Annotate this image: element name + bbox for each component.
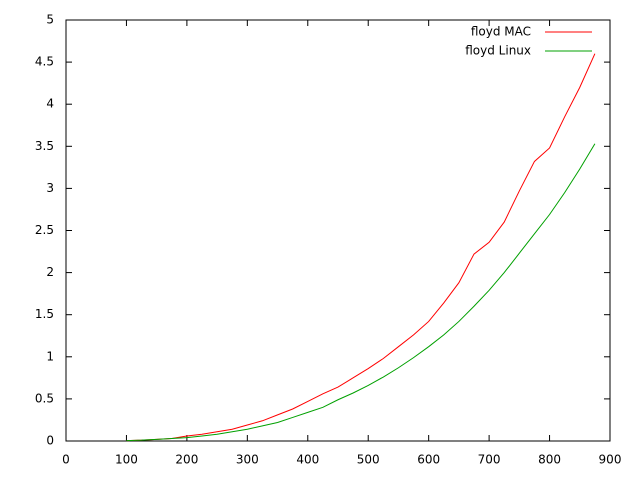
y-tick-label: 1.5 <box>35 307 54 321</box>
x-tick-label: 100 <box>115 453 138 467</box>
x-tick-label: 900 <box>599 453 622 467</box>
y-tick-label: 4 <box>46 97 54 111</box>
plot-frame <box>65 19 611 442</box>
data-line <box>126 143 596 442</box>
x-tick-label: 400 <box>296 453 319 467</box>
y-tick-label: 2.5 <box>35 223 54 237</box>
x-tick-label: 600 <box>417 453 440 467</box>
x-tick-label: 300 <box>236 453 259 467</box>
y-tick-label: 0 <box>46 434 54 448</box>
legend-label: floyd Linux <box>465 44 531 58</box>
x-tick-label: 500 <box>357 453 380 467</box>
x-tick-label: 700 <box>478 453 501 467</box>
y-tick-label: 5 <box>46 13 54 27</box>
y-tick-label: 0.5 <box>35 391 54 405</box>
y-tick-label: 3 <box>46 181 54 195</box>
y-tick-label: 4.5 <box>35 55 54 69</box>
legend-label: floyd MAC <box>471 25 531 39</box>
data-line <box>126 53 596 442</box>
y-tick-label: 2 <box>46 265 54 279</box>
x-tick-label: 0 <box>62 453 70 467</box>
y-tick-label: 1 <box>46 349 54 363</box>
x-tick-label: 200 <box>175 453 198 467</box>
y-tick-label: 3.5 <box>35 139 54 153</box>
x-tick-label: 800 <box>538 453 561 467</box>
